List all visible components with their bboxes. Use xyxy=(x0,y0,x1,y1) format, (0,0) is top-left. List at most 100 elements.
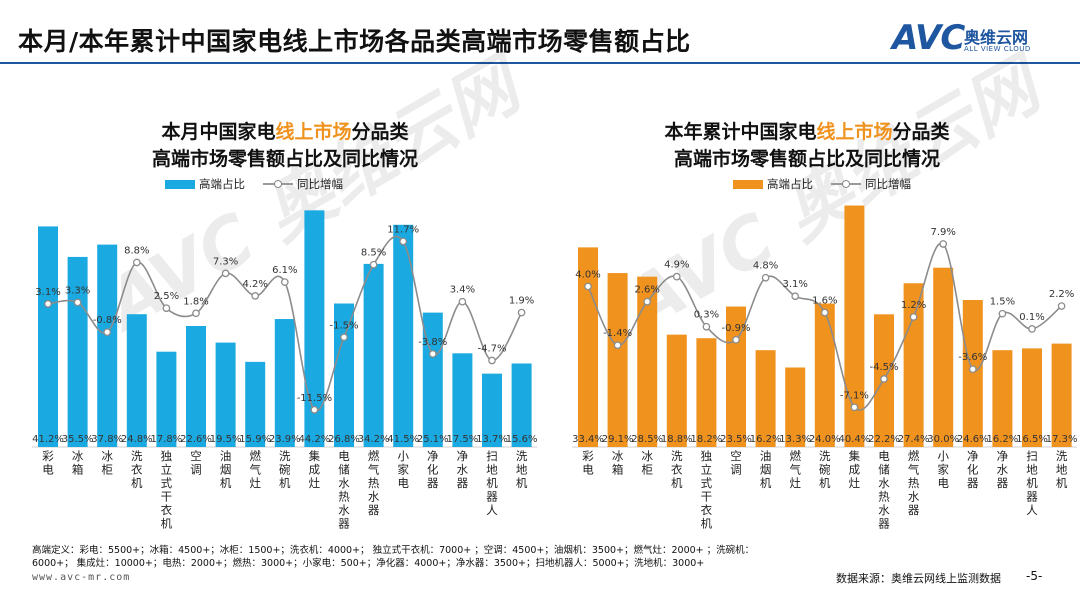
ytd-combo-chart: 33.4%29.1%28.5%18.8%18.2%23.5%16.2%13.3%… xyxy=(572,205,1078,531)
bar-油烟机 xyxy=(755,350,776,447)
bar-彩电 xyxy=(38,226,58,447)
bar-value-label: 15.9% xyxy=(239,434,271,445)
bar-洗地机 xyxy=(1051,343,1072,447)
category-label-小家电: 家 xyxy=(937,463,949,477)
yoy-value-label: -7.1% xyxy=(840,390,869,401)
category-label-独立式干衣机: 独 xyxy=(161,449,173,463)
category-label-独立式干衣机: 机 xyxy=(701,517,713,531)
bar-value-label: 41.5% xyxy=(387,434,419,445)
yoy-point-独立式干衣机 xyxy=(702,322,711,331)
category-label-燃气热水器: 器 xyxy=(908,503,920,517)
yoy-value-label: 3.4% xyxy=(450,285,475,296)
bar-value-label: 22.2% xyxy=(868,434,900,445)
category-label-扫地机器人: 器 xyxy=(1026,490,1038,504)
bar-电储水热水器 xyxy=(334,303,354,447)
category-label-净化器: 化 xyxy=(427,463,439,477)
legend-line-label: 同比增幅 xyxy=(297,177,343,191)
category-label-净化器: 器 xyxy=(427,476,439,490)
bar-value-label: 27.4% xyxy=(898,434,930,445)
category-label-燃气热水器: 器 xyxy=(368,503,380,517)
bar-value-label: 37.8% xyxy=(91,434,123,445)
bar-冰箱 xyxy=(67,256,88,447)
yoy-value-label: -0.9% xyxy=(721,323,750,334)
bar-value-label: 17.3% xyxy=(1046,434,1078,445)
category-label-小家电: 电 xyxy=(397,476,409,490)
bar-小家电 xyxy=(933,267,954,447)
bar-value-label: 16.2% xyxy=(987,434,1019,445)
bar-扫地机器人 xyxy=(482,373,502,447)
bar-燃气灶 xyxy=(245,361,266,447)
category-label-洗衣机: 机 xyxy=(671,476,683,490)
category-label-洗地机: 洗 xyxy=(516,449,528,463)
yoy-point-油烟机 xyxy=(761,273,770,282)
bar-value-label: 33.4% xyxy=(572,434,604,445)
yoy-value-label: 2.6% xyxy=(634,285,659,296)
bar-value-label: 13.7% xyxy=(476,434,508,445)
category-label-净水器: 净 xyxy=(997,449,1009,463)
bar-燃气热水器 xyxy=(903,283,924,447)
category-label-集成灶: 成 xyxy=(849,463,861,477)
yoy-point-小家电 xyxy=(399,237,408,246)
category-label-彩电: 彩 xyxy=(582,449,594,463)
yoy-point-小家电 xyxy=(939,240,948,248)
category-label-空调: 空 xyxy=(190,449,202,463)
bar-洗碗机 xyxy=(274,319,295,447)
legend-monthly: 高端占比 同比增幅 xyxy=(165,176,343,192)
category-label-燃气热水器: 水 xyxy=(368,490,380,504)
bar-扫地机器人 xyxy=(1022,348,1042,447)
category-label-电储水热水器: 电 xyxy=(338,449,350,463)
category-label-洗地机: 地 xyxy=(516,463,528,477)
category-label-扫地机器人: 机 xyxy=(486,476,498,490)
chart-title-line2: 高端市场零售额占比及同比情况 xyxy=(151,148,418,170)
category-label-空调: 调 xyxy=(730,463,742,477)
category-label-电储水热水器: 热 xyxy=(878,490,890,504)
title-divider xyxy=(0,62,1080,64)
category-label-小家电: 小 xyxy=(937,449,949,463)
category-label-冰箱: 箱 xyxy=(612,463,624,477)
category-label-油烟机: 油 xyxy=(760,449,772,463)
category-label-扫地机器人: 人 xyxy=(486,503,498,517)
category-label-电储水热水器: 水 xyxy=(878,476,890,490)
legend-line-label: 同比增幅 xyxy=(865,177,911,191)
yoy-value-label: -1.4% xyxy=(603,328,632,339)
category-label-集成灶: 灶 xyxy=(849,476,861,490)
yoy-value-label: 8.8% xyxy=(124,245,149,256)
yoy-point-洗地机 xyxy=(517,308,526,317)
brand-name-cn: 奥维云网 xyxy=(964,28,1029,47)
category-label-彩电: 彩 xyxy=(42,449,54,463)
yoy-point-洗碗机 xyxy=(820,308,829,317)
bar-燃气灶 xyxy=(785,367,806,447)
brand-logo: AVC 奥维云网 ALL VIEW CLOUD xyxy=(892,18,1062,62)
category-label-独立式干衣机: 立 xyxy=(161,463,173,477)
yoy-value-label: -4.5% xyxy=(869,362,898,373)
bar-value-label: 40.4% xyxy=(839,434,871,445)
category-label-冰箱: 冰 xyxy=(72,449,84,463)
category-label-洗碗机: 洗 xyxy=(279,449,291,463)
bar-净水器 xyxy=(452,353,473,447)
page-number: -5- xyxy=(1026,569,1043,583)
yoy-value-label: 4.8% xyxy=(753,261,778,272)
bar-value-label: 24.6% xyxy=(957,434,989,445)
yoy-point-洗地机 xyxy=(1057,302,1066,310)
bar-value-label: 24.0% xyxy=(809,434,841,445)
category-label-洗碗机: 机 xyxy=(279,476,291,490)
bar-value-label: 18.8% xyxy=(661,434,693,445)
category-label-冰柜: 冰 xyxy=(101,449,113,463)
website-url[interactable]: www.avc-mr.com xyxy=(32,572,131,583)
bar-value-label: 26.8% xyxy=(328,434,360,445)
data-source: 数据来源：奥维云网线上监测数据 xyxy=(836,572,1001,585)
category-label-独立式干衣机: 式 xyxy=(161,476,173,490)
category-label-彩电: 电 xyxy=(582,463,594,477)
yoy-point-洗衣机 xyxy=(672,272,681,281)
category-label-燃气热水器: 燃 xyxy=(368,449,380,463)
category-label-净水器: 水 xyxy=(997,463,1009,477)
category-label-集成灶: 集 xyxy=(849,449,861,463)
category-label-洗碗机: 洗 xyxy=(819,449,831,463)
bar-value-label: 28.5% xyxy=(631,434,663,445)
yoy-value-label: 6.1% xyxy=(272,265,297,276)
yoy-value-label: 11.7% xyxy=(387,224,419,235)
category-label-洗衣机: 洗 xyxy=(131,449,143,463)
yoy-point-洗碗机 xyxy=(280,278,289,286)
category-label-独立式干衣机: 独 xyxy=(701,449,713,463)
category-label-油烟机: 机 xyxy=(220,476,232,490)
